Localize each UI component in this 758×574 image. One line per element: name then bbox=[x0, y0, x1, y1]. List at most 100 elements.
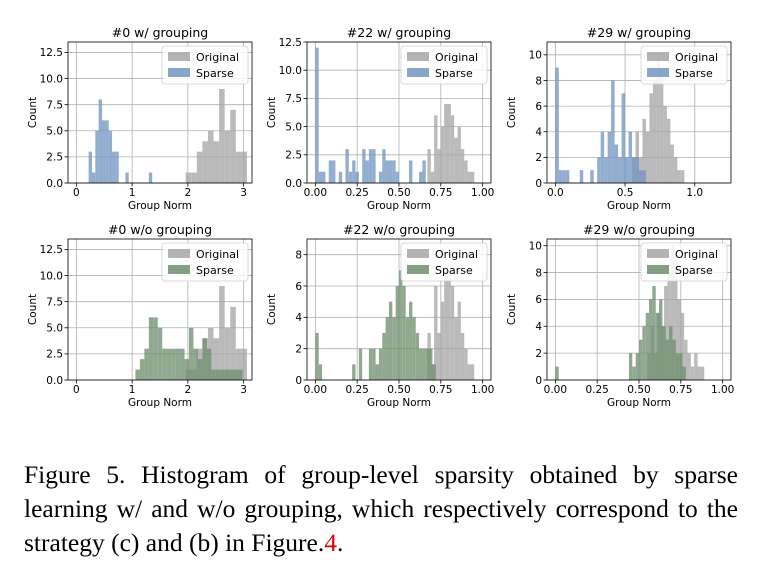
y-tick-label: 4 bbox=[295, 312, 302, 324]
histogram-bar-sparse bbox=[635, 353, 639, 380]
figure-reference-link[interactable]: 4 bbox=[324, 528, 337, 557]
histogram-bar-sparse bbox=[558, 170, 563, 183]
histogram-bar-sparse bbox=[98, 99, 103, 183]
histogram-bar-sparse bbox=[655, 312, 660, 380]
y-tick-label: 6 bbox=[295, 281, 302, 293]
histogram-bar-sparse bbox=[102, 120, 106, 183]
histogram-bar-sparse bbox=[409, 301, 413, 380]
y-tick-label: 4 bbox=[535, 321, 542, 333]
histogram-bar-sparse bbox=[590, 170, 594, 183]
histogram-bar-sparse bbox=[175, 348, 181, 380]
histogram-bar-original bbox=[642, 118, 646, 183]
histogram-bar-sparse bbox=[402, 286, 406, 380]
histogram-bar-sparse bbox=[392, 317, 396, 380]
y-tick-label: 0.0 bbox=[46, 375, 63, 387]
legend-label-original: Original bbox=[675, 248, 718, 261]
histogram-bar-original bbox=[684, 339, 688, 380]
y-tick-label: 0.0 bbox=[285, 178, 302, 190]
histogram-bar-original bbox=[196, 151, 203, 183]
histogram-bar-original bbox=[207, 130, 214, 183]
histogram-bar-original bbox=[447, 270, 451, 380]
histogram-bar-sparse bbox=[607, 131, 612, 183]
histogram-bar-sparse bbox=[352, 364, 356, 380]
histogram-bar-sparse bbox=[372, 348, 376, 380]
x-tick-label: 0.0 bbox=[547, 187, 564, 199]
histogram-bar-sparse bbox=[392, 160, 396, 183]
y-axis-label: Count bbox=[266, 97, 278, 128]
legend-swatch-original bbox=[407, 249, 429, 258]
histogram-bar-sparse bbox=[95, 130, 99, 183]
histogram-bar-sparse bbox=[625, 157, 629, 183]
histogram-bar-sparse bbox=[388, 160, 393, 183]
histogram-bar-original bbox=[230, 109, 236, 183]
histogram-bar-original bbox=[213, 338, 220, 380]
histogram-bar-sparse bbox=[197, 359, 203, 380]
x-tick-label: 2 bbox=[185, 384, 192, 396]
histogram-bar-original bbox=[450, 286, 455, 380]
y-axis-label: Count bbox=[506, 97, 518, 128]
histogram-bar-sparse bbox=[422, 348, 426, 380]
histogram-bar-sparse bbox=[318, 364, 323, 380]
histogram-bar-original bbox=[430, 171, 435, 183]
histogram-panel-4: 0.00 0.25 0.50 0.75 1.00 0 2 4 6 8 #22 w/o groupin… bbox=[266, 222, 494, 409]
x-tick-label: 0.25 bbox=[585, 384, 608, 396]
histogram-bar-original bbox=[241, 348, 247, 380]
legend-label-original: Original bbox=[435, 51, 478, 64]
histogram-bar-sparse bbox=[659, 299, 663, 380]
histogram-bar-sparse bbox=[388, 301, 393, 380]
histogram-bar-sparse bbox=[358, 348, 363, 380]
histogram-bar-original bbox=[670, 144, 674, 183]
y-tick-label: 10 bbox=[529, 50, 542, 62]
histogram-bar-sparse bbox=[628, 353, 633, 380]
histogram-bar-sparse bbox=[639, 339, 643, 380]
legend-swatch-sparse bbox=[407, 265, 429, 274]
histogram-bar-sparse bbox=[565, 170, 570, 183]
histogram-bar-sparse bbox=[409, 160, 413, 183]
histogram-bar-original bbox=[460, 149, 465, 183]
x-tick-label: 0 bbox=[73, 187, 80, 199]
histogram-bar-original bbox=[470, 171, 475, 183]
x-tick-label: 3 bbox=[240, 384, 247, 396]
histogram-panel-5: 0.00 0.25 0.50 0.75 1.00 0 2 4 6 8 10 #29 w/o group… bbox=[506, 222, 734, 409]
histogram-bar-sparse bbox=[422, 160, 426, 183]
histogram-bar-original bbox=[673, 157, 678, 183]
x-tick-label: 0.25 bbox=[345, 384, 368, 396]
histogram-bar-original bbox=[219, 286, 225, 380]
histogram-bar-original bbox=[437, 149, 441, 183]
y-axis-label: Count bbox=[27, 294, 39, 325]
y-axis-label: Count bbox=[506, 294, 518, 325]
legend-label-sparse: Sparse bbox=[196, 67, 234, 80]
histogram-bar-sparse bbox=[618, 157, 622, 183]
histogram-bar-sparse bbox=[315, 333, 319, 380]
histogram-bar-sparse bbox=[628, 131, 633, 183]
x-tick-label: 0.5 bbox=[617, 187, 634, 199]
histogram-bar-sparse bbox=[419, 348, 423, 380]
legend-swatch-original bbox=[647, 52, 669, 61]
y-tick-label: 2.5 bbox=[46, 349, 63, 361]
y-tick-label: 0 bbox=[295, 375, 302, 387]
axes-frame bbox=[67, 41, 253, 184]
panel-title: #0 w/ grouping bbox=[112, 25, 208, 40]
histogram-bar-sparse bbox=[338, 171, 343, 183]
histogram-bar-sparse bbox=[419, 171, 423, 183]
panel-title: #0 w/o grouping bbox=[108, 222, 212, 237]
histogram-bar-sparse bbox=[611, 80, 615, 183]
y-tick-label: 2 bbox=[535, 348, 542, 360]
histogram-bar-sparse bbox=[682, 366, 686, 380]
histogram-bar-sparse bbox=[415, 333, 420, 380]
histogram-bar-original bbox=[680, 312, 685, 380]
y-tick-label: 5.0 bbox=[46, 323, 63, 335]
x-tick-label: 1.00 bbox=[711, 384, 734, 396]
y-tick-label: 8 bbox=[535, 267, 542, 279]
histogram-bar-original bbox=[697, 366, 701, 380]
histogram-bar-sparse bbox=[632, 366, 636, 380]
caption-end: . bbox=[337, 528, 344, 557]
histogram-panel-0: 0 1 2 3 0.0 2.5 5.0 7.5 10.0 12.5 #0 w/ grouping Gr… bbox=[27, 25, 253, 212]
histogram-bar-sparse bbox=[425, 348, 430, 380]
y-tick-label: 2.5 bbox=[46, 152, 63, 164]
histogram-bar-sparse bbox=[429, 348, 433, 380]
figure-caption: Figure 5. Histogram of group-level spars… bbox=[24, 458, 738, 560]
histogram-bar-sparse bbox=[153, 317, 158, 380]
legend-swatch-sparse bbox=[647, 68, 669, 77]
histogram-bar-original bbox=[447, 104, 451, 183]
